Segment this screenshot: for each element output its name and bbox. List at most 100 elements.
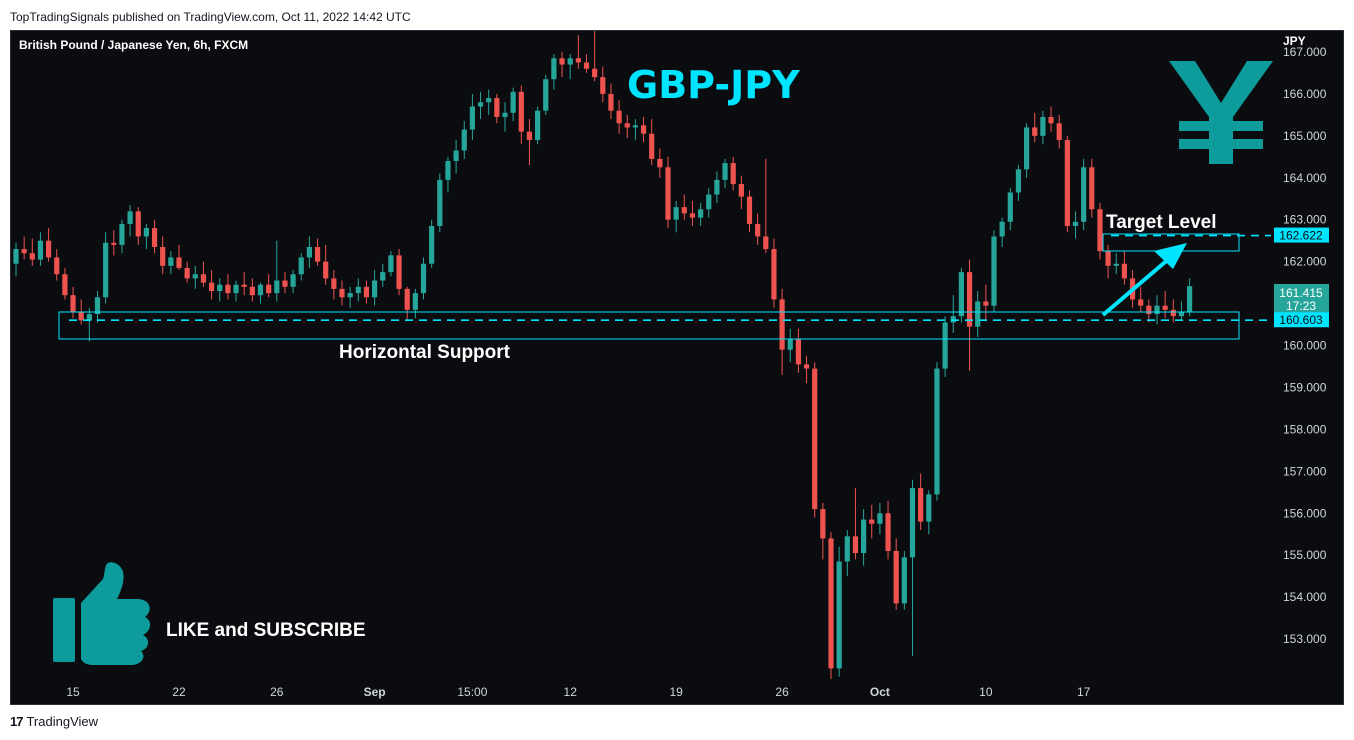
footer-brand-text: TradingView: [26, 714, 99, 729]
candle: [494, 93, 500, 124]
candle: [771, 238, 777, 308]
candle-body: [657, 158, 663, 168]
candle: [861, 509, 867, 566]
yen-icon: [1169, 61, 1273, 164]
footer-brand[interactable]: 17 TradingView: [10, 714, 98, 729]
candle: [1178, 301, 1185, 321]
candle: [1154, 295, 1160, 325]
candle: [1048, 106, 1054, 132]
candle-body: [437, 179, 443, 226]
chart-container[interactable]: 167.000 166.000 165.000 164.000 163.000 162.0…: [10, 30, 1344, 705]
candle: [958, 267, 964, 323]
candle-body: [176, 257, 182, 268]
candle-body: [249, 286, 255, 296]
candle-body: [551, 58, 557, 80]
y-tick-label: 155.000: [1283, 548, 1327, 562]
candle-body: [184, 267, 190, 279]
candle-body: [616, 110, 622, 124]
candle-body: [200, 274, 207, 283]
candle-body: [1015, 169, 1022, 193]
y-tick-label: 156.000: [1283, 506, 1327, 520]
candle-body: [608, 93, 614, 111]
candle: [323, 244, 329, 285]
overlay-title: GBP-JPY: [627, 63, 800, 107]
candle: [396, 249, 402, 296]
candle-body: [380, 272, 386, 281]
candle: [983, 284, 989, 321]
candle: [706, 188, 712, 218]
candle: [909, 479, 916, 656]
candle: [755, 213, 761, 245]
candle-body: [852, 536, 859, 554]
candle: [942, 316, 948, 377]
candle: [966, 259, 973, 371]
candle-body: [934, 368, 940, 495]
candle-body: [1113, 263, 1119, 266]
chart-background: [11, 31, 1343, 704]
candle: [714, 171, 720, 203]
candle-body: [942, 322, 948, 369]
candle: [469, 93, 475, 141]
candle-body: [1146, 305, 1152, 315]
candle-body: [306, 246, 312, 258]
candle: [184, 261, 190, 283]
candle: [437, 173, 443, 233]
candle: [510, 87, 516, 122]
candle: [649, 119, 655, 166]
candle-body: [135, 211, 141, 237]
candle: [600, 66, 606, 103]
x-tick-label: 19: [669, 685, 683, 699]
candle-body: [738, 184, 744, 197]
candle: [657, 148, 663, 178]
x-tick-label: 12: [564, 685, 578, 699]
x-tick-label: Oct: [870, 685, 890, 699]
candle: [901, 551, 907, 610]
candle-body: [486, 98, 492, 103]
candle: [665, 156, 671, 229]
candle: [869, 504, 875, 539]
candle: [1187, 278, 1193, 317]
candle-body: [1138, 299, 1144, 306]
candle-body: [461, 129, 467, 151]
candle-body: [795, 339, 801, 365]
candlestick-chart[interactable]: 167.000 166.000 165.000 164.000 163.000 162.0…: [11, 31, 1344, 705]
candle: [404, 286, 410, 321]
candle-body: [168, 257, 174, 266]
candle: [70, 286, 76, 319]
candle: [844, 530, 850, 577]
candle-body: [698, 209, 704, 218]
candle-body: [1097, 209, 1103, 252]
candle: [1015, 165, 1022, 201]
candle-body: [339, 288, 345, 298]
candle: [200, 261, 207, 287]
candle-body: [722, 163, 728, 180]
candle-body: [689, 213, 696, 218]
candle: [445, 156, 451, 193]
target-price-badge: 162.622: [1274, 227, 1329, 243]
candle-body: [111, 242, 117, 245]
candle: [143, 223, 149, 250]
y-tick-label: 163.000: [1283, 213, 1327, 227]
candle-body: [266, 284, 272, 294]
candle-body: [225, 284, 231, 294]
candle-body: [1007, 192, 1013, 222]
candle: [543, 75, 549, 115]
candle: [1040, 110, 1046, 145]
y-tick-label: 157.000: [1283, 464, 1327, 478]
candle: [1089, 158, 1095, 218]
candle-body: [21, 249, 27, 254]
candle: [689, 200, 696, 226]
candle: [1056, 114, 1062, 149]
candle-body: [526, 131, 533, 141]
candle-body: [13, 249, 19, 264]
candle-body: [143, 228, 149, 237]
candle-body: [673, 207, 679, 220]
candle: [518, 85, 524, 145]
candle-body: [420, 263, 427, 294]
candle-body: [583, 62, 590, 69]
candle-body: [714, 179, 720, 195]
candle: [119, 219, 125, 254]
candle-body: [298, 257, 304, 275]
candles-group: [13, 31, 1193, 679]
candle-body: [274, 280, 280, 294]
